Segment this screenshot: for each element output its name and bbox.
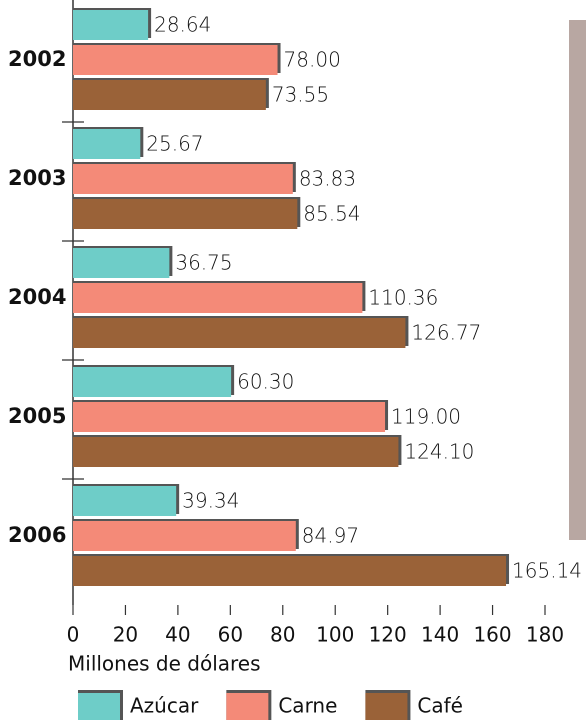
- legend-swatch: [78, 693, 120, 720]
- x-tick-label: 100: [316, 623, 354, 647]
- x-tick-label: 20: [113, 623, 138, 647]
- y-tick-label: 2005: [8, 404, 66, 428]
- x-tick-label: 120: [369, 623, 407, 647]
- bar: [73, 199, 298, 229]
- y-tick-label: 2004: [8, 285, 66, 309]
- bar: [73, 318, 406, 348]
- legend-swatch: [365, 693, 408, 720]
- data-label: 126.77: [411, 321, 481, 345]
- x-tick-label: 40: [165, 623, 190, 647]
- x-tick-label: 0: [67, 623, 80, 647]
- y-tick-label: 2003: [8, 166, 66, 190]
- data-label: 39.34: [182, 489, 239, 513]
- bar: [73, 437, 399, 467]
- data-label: 36.75: [175, 251, 232, 275]
- bar: [73, 10, 149, 40]
- data-label: 73.55: [272, 83, 329, 107]
- bar: [73, 80, 266, 110]
- y-tick-label: 2002: [8, 47, 66, 71]
- bar: [73, 45, 278, 75]
- bar: [73, 486, 177, 516]
- data-label: 110.36: [368, 286, 438, 310]
- data-label: 85.54: [303, 202, 360, 226]
- bar: [73, 402, 386, 432]
- data-label: 84.97: [302, 524, 359, 548]
- data-label: 119.00: [391, 405, 461, 429]
- x-tick-label: 180: [526, 623, 564, 647]
- data-label: 165.14: [512, 559, 582, 583]
- legend-swatch: [226, 693, 269, 720]
- data-label: 28.64: [154, 13, 211, 37]
- bar: [73, 367, 232, 397]
- legend-label: Azúcar: [130, 694, 199, 718]
- x-tick-label: 160: [473, 623, 511, 647]
- x-tick-label: 60: [218, 623, 243, 647]
- bar: [73, 521, 296, 551]
- legend-label: Carne: [278, 694, 337, 718]
- data-label: 25.67: [146, 132, 203, 156]
- x-tick-label: 80: [270, 623, 295, 647]
- bar: [73, 129, 141, 159]
- legend-label: Café: [417, 694, 463, 718]
- data-label: 60.30: [237, 370, 294, 394]
- data-label: 124.10: [404, 440, 474, 464]
- data-label: 83.83: [299, 167, 356, 191]
- photo-edge: [569, 20, 586, 540]
- x-axis-label: Millones de dólares: [68, 652, 261, 676]
- bar: [73, 556, 507, 586]
- y-tick-label: 2006: [8, 523, 66, 547]
- x-tick-label: 140: [421, 623, 459, 647]
- bar: [73, 164, 293, 194]
- bar: [73, 248, 170, 278]
- data-label: 78.00: [284, 48, 341, 72]
- bar: [73, 283, 363, 313]
